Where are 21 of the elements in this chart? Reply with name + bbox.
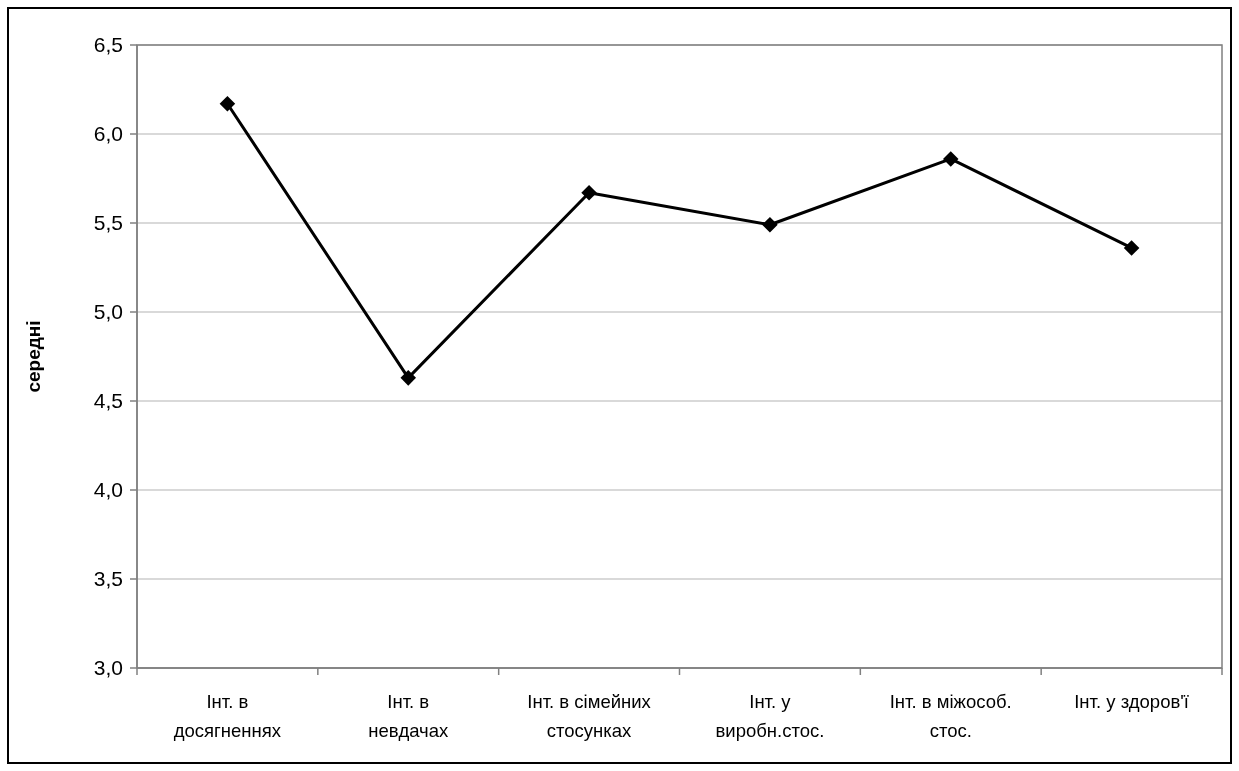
y-tick-label: 3,5	[93, 567, 123, 591]
point	[1123, 240, 1140, 256]
x-tick-label: Інт. в сімейних стосунках	[527, 691, 652, 741]
x-tick-label: Інт. в досягненнях	[173, 691, 282, 741]
point	[762, 217, 778, 233]
x-tick-label: Інт. у виробн.стос.	[715, 691, 825, 741]
y-tick-label: 6,0	[93, 122, 123, 146]
point	[400, 370, 417, 386]
y-tick-label: 6,5	[93, 33, 123, 57]
y-tick-label: 5,5	[93, 211, 123, 235]
point	[581, 184, 597, 201]
y-tick-label: 3,0	[93, 656, 123, 680]
y-tick-label: 4,0	[93, 478, 123, 502]
point	[219, 95, 236, 112]
x-tick-label: Інт. в міжособ. стос.	[889, 691, 1012, 741]
y-axis-title: середні	[23, 320, 44, 393]
point	[942, 151, 959, 167]
x-tick-label: Інт. у здоров'ї	[1074, 691, 1189, 712]
x-tick-label: Інт. в невдачах	[368, 691, 449, 741]
y-tick-label: 5,0	[93, 300, 123, 324]
y-tick-label: 4,5	[93, 389, 123, 413]
